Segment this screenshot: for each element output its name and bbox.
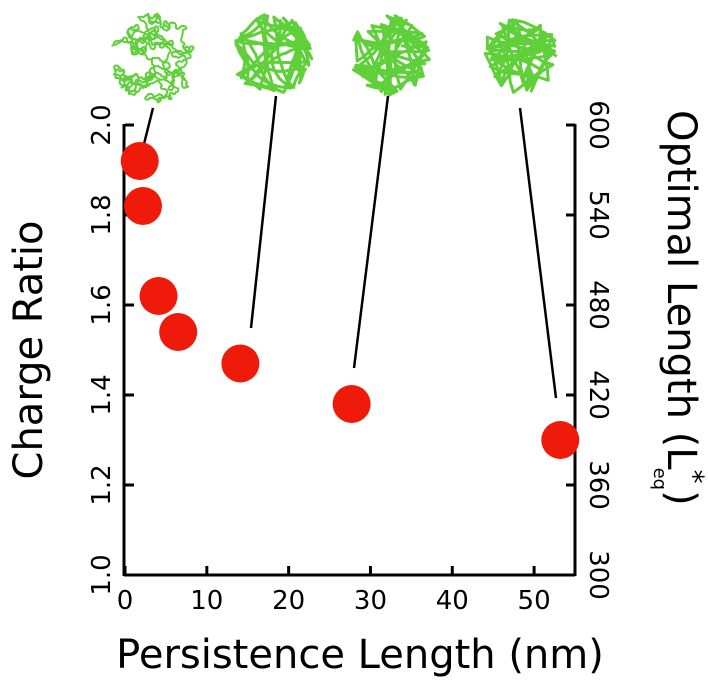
- y-tick-label: 1.4: [87, 374, 117, 415]
- y-tick-label: 1.2: [87, 464, 117, 505]
- polymer: [483, 18, 558, 94]
- x-tick-label: 30: [354, 586, 387, 616]
- x-tick-label: 0: [117, 586, 134, 616]
- y2-tick-label: 600: [583, 100, 613, 150]
- y2-tick-label: 540: [583, 190, 613, 240]
- axes: [122, 124, 577, 577]
- connector: [352, 95, 390, 369]
- y2-label-sub: eq: [649, 468, 670, 491]
- x-tick-label: 40: [436, 586, 469, 616]
- y-tick-label: 2.0: [87, 104, 117, 145]
- point: [124, 187, 162, 225]
- polymer: [352, 14, 431, 97]
- y2-tick-label: 300: [583, 550, 613, 600]
- y2-axis-label: Optimal Length (L* eq): [649, 110, 708, 506]
- y2-tick-label: 420: [583, 370, 613, 420]
- point: [159, 313, 198, 351]
- connector: [141, 107, 155, 149]
- x-axis-label: Persistence Length (nm): [116, 632, 604, 678]
- polymer-images: [111, 12, 558, 104]
- y-tick-label: 1.6: [87, 284, 117, 325]
- point: [541, 421, 580, 459]
- point: [332, 385, 371, 423]
- y-tick-label: 1.8: [87, 194, 117, 235]
- point: [221, 344, 260, 383]
- polymer: [111, 12, 195, 104]
- connector: [518, 107, 558, 399]
- polymer: [234, 13, 314, 94]
- y-axis-label: Charge Ratio: [6, 221, 52, 480]
- point: [120, 142, 159, 180]
- y2-tick-label: 480: [583, 280, 613, 330]
- y-tick-label: 1.0: [87, 554, 117, 595]
- x-tick-label: 20: [272, 586, 305, 616]
- y2-tick-label: 360: [583, 460, 613, 510]
- y2-label-sup: *: [677, 470, 708, 484]
- y2-label-main: Optimal Length (L: [658, 110, 704, 470]
- y2-label-close: ): [658, 490, 704, 506]
- x-tick-label: 50: [518, 586, 551, 616]
- x-tick-label: 10: [190, 586, 223, 616]
- connector: [249, 95, 278, 329]
- connector-lines: [141, 95, 558, 399]
- point: [139, 277, 178, 315]
